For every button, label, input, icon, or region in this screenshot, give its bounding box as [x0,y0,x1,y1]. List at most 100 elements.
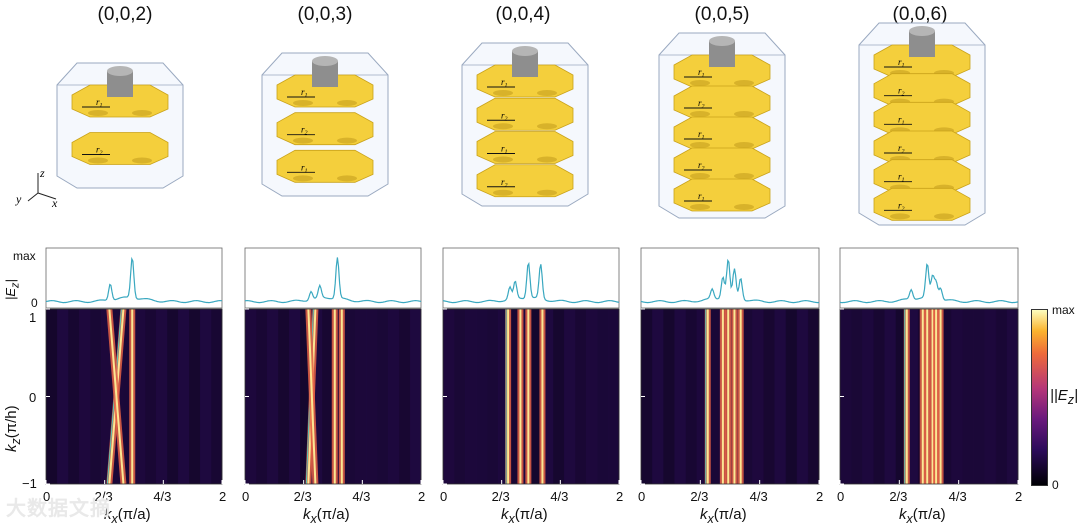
heatmap-texture [564,309,576,484]
radius-label: r1 [96,97,103,109]
layer-hole [690,80,710,86]
heatmap-texture [586,309,598,484]
radius-label: r1 [301,162,308,174]
x-axis-label-4: kx(π/a) [700,506,747,526]
radius-label: r2 [698,160,705,172]
heatmap-texture [123,309,135,484]
x-tick-label: 4/3 [153,489,172,504]
heatmap-texture [476,309,488,484]
layer-hole [337,137,357,144]
layer-hole [537,156,557,163]
layer-hole [734,142,754,148]
x-tick-label: 4/3 [948,489,967,504]
cylinder-top [107,66,133,76]
profile-curve-4 [640,258,820,304]
watermark: 大数据文摘 [6,498,111,520]
profile-curve-3 [442,261,620,304]
gold-layer [873,159,971,193]
heatmap-texture [366,309,378,484]
heatmap-texture [906,309,919,484]
x-tick-label: 0 [242,489,250,504]
radius-label: r1 [301,87,308,99]
radius-label: r2 [96,145,103,157]
heatmap-texture [597,309,609,484]
heatmap-texture [674,309,686,484]
heatmap-texture [752,309,764,484]
heatmap-texture [553,309,565,484]
gold-layer [673,147,771,181]
heatmap-texture [443,309,455,484]
heatmap-texture [940,309,952,484]
x-tick-label: 2/3 [491,489,510,504]
profile-frame-2 [244,247,422,309]
profile-max-label: max [13,249,36,263]
layer-hole [132,157,152,164]
gold-layer [476,164,574,198]
heatmap-texture [774,309,787,484]
heatmap-texture [796,309,809,484]
heatmap-texture [134,309,146,484]
gold-layer [873,130,971,164]
heatmap-texture [652,309,664,484]
colorbar-max-label: max [1052,303,1075,317]
layer-hole [890,213,910,220]
profile-frame-5 [839,247,1019,309]
heatmap-texture [542,309,554,484]
heatmap-texture [399,309,411,484]
radius-label: r2 [501,110,508,122]
radius-label: r1 [898,57,905,69]
heatmap-texture [68,309,80,484]
cylinder-top [909,26,935,36]
layer-hole [132,110,152,116]
radius-label: r1 [698,191,705,203]
layer-hole [690,173,710,179]
colorbar-label: ||Ez| [1050,387,1078,407]
heatmap-texture [707,309,720,484]
heatmap-texture [1006,309,1019,484]
coordinate-axes-icon: z y x [15,166,58,210]
x-tick-label: 2/3 [94,489,113,504]
heatmap-texture [278,309,290,484]
x-tick-label: 4/3 [749,489,768,504]
layer-hole [493,156,513,163]
heatmap-texture [663,309,675,484]
layer-hole [337,175,357,182]
heatmap-texture [884,309,897,484]
profile-frame-3 [442,247,620,309]
x-tick-label: 0 [837,489,845,504]
heatmap-texture [57,309,69,484]
structure-5-layers: r1 r2 r1 r2 r1 [658,32,786,219]
structure-3-layers: r1 r2 r1 [261,52,389,197]
heatmap-texture [498,309,510,484]
x-axis-label-3: kx(π/a) [501,506,548,526]
layer-hole [293,175,313,182]
heat-ytick-top: 1 [29,310,37,325]
heatmap-texture [696,309,709,484]
heatmap-texture [962,309,974,484]
heatmap-texture [311,309,323,484]
heatmap-texture [200,309,212,484]
structure-4-layers: r1 r2 r1 r2 [461,42,589,207]
x-tick-label: 4/3 [352,489,371,504]
x-tick-label: 0 [638,489,646,504]
axis-y-label: y [15,192,22,206]
layer-hole [537,189,557,196]
heatmap-texture [487,309,499,484]
radius-label: r1 [501,144,508,156]
gold-layer [276,149,374,183]
radius-label: r1 [501,77,508,89]
band-line [307,308,317,485]
heatmap-texture [973,309,986,484]
panel-title-1: (0,0,2) [97,4,153,25]
heatmap-texture [300,309,312,484]
radius-label: r1 [898,172,905,184]
panel-title-3: (0,0,4) [495,4,551,25]
heatmap-texture [509,309,521,484]
x-axis-label-5: kx(π/a) [899,506,946,526]
layer-hole [537,123,557,130]
x-tick-label: 2 [816,489,824,504]
x-tick-label: 2 [418,489,426,504]
heatmap-texture [410,309,422,484]
heatmap-texture [685,309,698,484]
x-tick-label: 2/3 [293,489,312,504]
